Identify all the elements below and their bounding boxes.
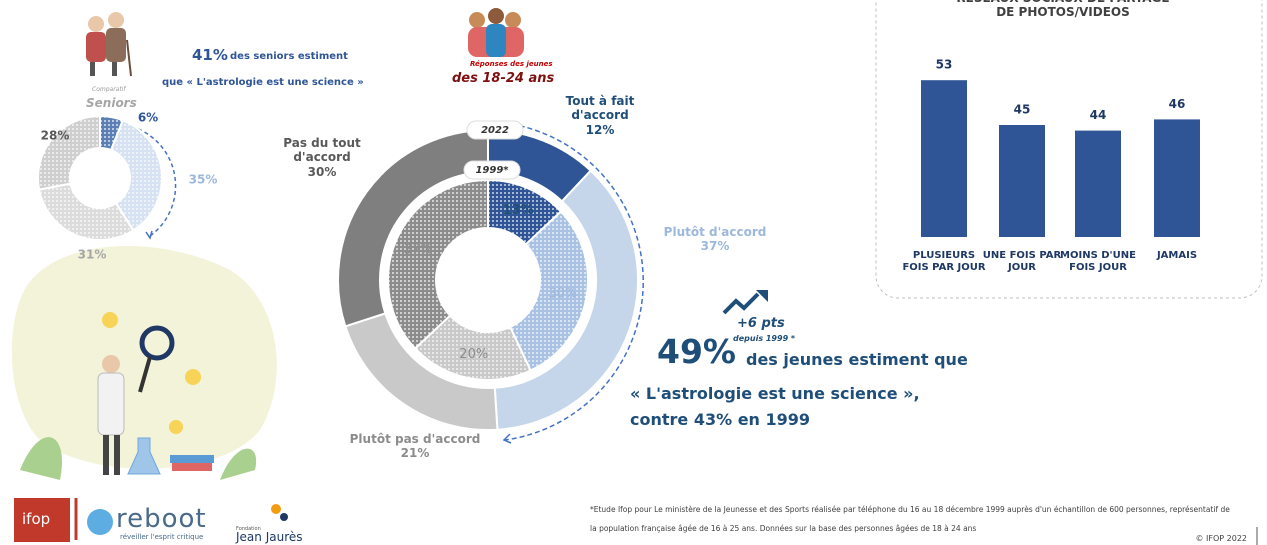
- arrow-head: [502, 433, 512, 444]
- chart-title: RÉSEAUX SOCIAUX DE PARTAGE DE PHOTOS/VID…: [956, 0, 1169, 20]
- seniors-title: Seniors: [86, 96, 137, 110]
- category-label: Plutôt pas d'accord: [349, 432, 481, 446]
- seniors-quote: que « L'astrologie est une science »: [162, 77, 364, 88]
- seniors-stat: 41%: [192, 46, 228, 64]
- youth-comparison: contre 43% en 1999: [630, 410, 811, 429]
- value-label: 37%: [700, 239, 730, 253]
- ifop-logo: [14, 498, 70, 542]
- youth-quote: « L'astrologie est une science »,: [630, 384, 920, 403]
- value-label: 30%: [548, 287, 577, 302]
- seniors-stat-text: des seniors estiment: [230, 51, 348, 62]
- bar: [1075, 130, 1121, 237]
- donut-segment: [37, 182, 135, 241]
- jaures-logo: [280, 513, 288, 521]
- value-label: 35%: [189, 173, 218, 187]
- value-label: 28%: [41, 129, 70, 143]
- series-name: 1999*: [475, 165, 509, 176]
- donut-segment: [37, 114, 101, 191]
- trend-icon: [756, 290, 768, 302]
- seniors-caption: Comparatif: [92, 86, 126, 93]
- donut-segment: [413, 314, 532, 381]
- category-label: Tout à fait d'accord: [565, 94, 635, 123]
- ifop-logo-text: ifop: [22, 510, 51, 528]
- scientist-illustration: [11, 246, 277, 480]
- reboot-logo: [87, 509, 113, 535]
- value-label: 12%: [585, 123, 615, 137]
- value-label: 31%: [78, 248, 107, 262]
- x-tick-label: JAMAIS: [1156, 250, 1198, 261]
- reboot-logo-text: reboot: [116, 504, 207, 534]
- value-label: 46: [1169, 97, 1186, 111]
- value-label: 6%: [138, 111, 158, 125]
- trend-icon: [722, 292, 760, 315]
- trend: +6 pts: [737, 316, 785, 331]
- value-label: 21%: [400, 446, 430, 460]
- x-tick-label: PLUSIEURS FOIS PAR JOUR: [902, 250, 986, 273]
- seniors-illustration: [86, 12, 132, 77]
- trend-note: depuis 1999 *: [733, 334, 796, 343]
- donut-segment: [508, 210, 589, 372]
- donut-segment: [493, 169, 639, 431]
- donut-segment: [387, 178, 489, 350]
- bar: [999, 125, 1045, 237]
- foundation-name: Jean Jaurès: [236, 530, 303, 544]
- youth-title: des 18-24 ans: [452, 71, 555, 86]
- copyright: © IFOP 2022: [1195, 534, 1247, 543]
- x-tick-label: UNE FOIS PAR JOUR: [982, 250, 1062, 273]
- youth-caption: Réponses des jeunes: [470, 60, 553, 68]
- donut-segment: [109, 119, 163, 232]
- bar: [1154, 119, 1200, 237]
- arrow: [495, 121, 644, 441]
- arrow-head: [145, 230, 153, 240]
- value-label: 53: [936, 58, 953, 72]
- value-label: 20%: [459, 347, 488, 362]
- value-label: 37%: [404, 242, 433, 257]
- youth-stat-text: des jeunes estiment que: [746, 350, 968, 369]
- foundation-prefix: Fondation: [236, 526, 261, 532]
- x-tick-label: MOINS D'UNE FOIS JOUR: [1060, 250, 1136, 273]
- value-label: 30%: [307, 165, 337, 179]
- series-tag: [463, 160, 521, 180]
- bar: [921, 80, 967, 237]
- series-tag: [466, 120, 524, 140]
- youth-stat: 49%: [657, 332, 736, 371]
- value-label: 45: [1014, 103, 1031, 117]
- youth-illustration: [468, 8, 524, 57]
- series-name: 2022: [481, 125, 509, 136]
- value-label: 13%: [503, 203, 534, 218]
- jaures-logo: [271, 504, 281, 514]
- footnote: *Etude Ifop pour Le ministère de la Jeun…: [590, 505, 1230, 533]
- reboot-tagline: réveiller l'esprit critique: [120, 533, 204, 541]
- category-label: Plutôt d'accord: [663, 225, 767, 239]
- value-label: 44: [1090, 108, 1107, 122]
- category-label: Pas du tout d'accord: [283, 136, 361, 165]
